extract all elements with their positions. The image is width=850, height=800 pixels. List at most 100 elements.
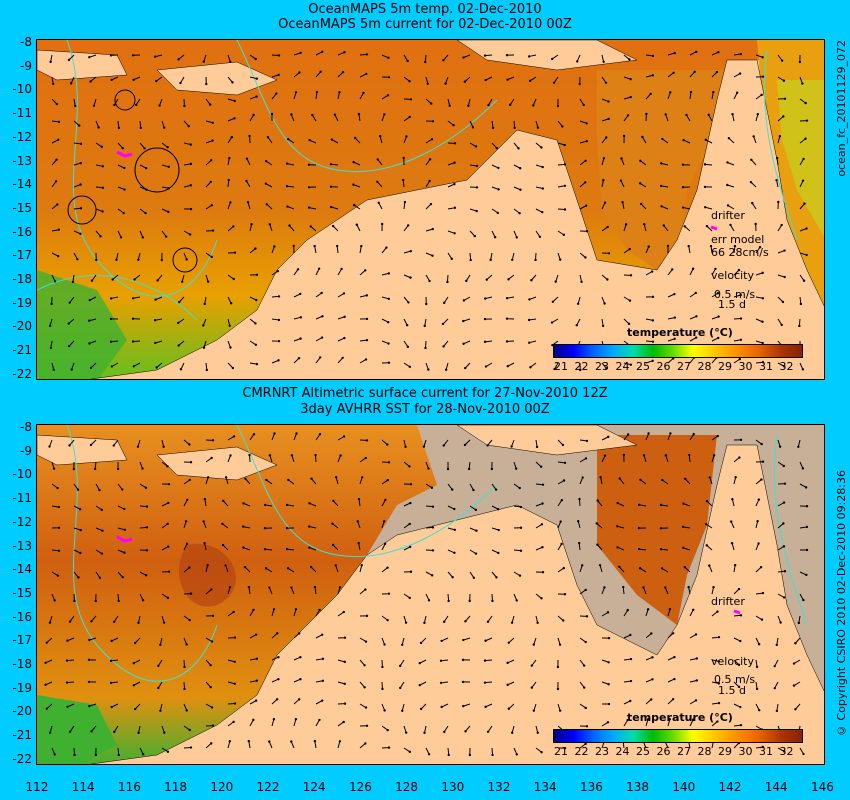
current-vector-head (352, 203, 356, 207)
current-vector-head (801, 82, 804, 85)
current-vector-head (688, 453, 691, 457)
bottom-y-tick-label: -13 (12, 538, 32, 553)
current-vector-head (94, 599, 97, 603)
current-vector-head (320, 633, 324, 636)
current-vector-head (760, 442, 763, 446)
current-vector-head (166, 522, 169, 526)
current-vector-head (505, 53, 509, 57)
current-vector-head (467, 467, 471, 471)
current-vector-head (145, 526, 149, 529)
current-vector-head (156, 279, 159, 282)
current-vector-head (427, 368, 430, 371)
current-vector-head (87, 680, 91, 684)
current-vector-head (290, 740, 293, 743)
current-vector-head (425, 302, 428, 306)
current-vector-head (505, 340, 509, 343)
current-vector-head (471, 126, 475, 129)
x-tick-label: 116 (117, 780, 141, 794)
colorbar-tick-label: 26 (656, 745, 671, 758)
current-vector-head (203, 541, 206, 545)
current-vector-head (189, 746, 193, 749)
current-vector-head (551, 300, 555, 303)
current-vector-head (659, 503, 663, 507)
current-vector-head (486, 444, 489, 447)
current-vector-head (290, 586, 293, 589)
current-vector-head (491, 753, 494, 757)
current-vector-head (76, 488, 80, 491)
current-vector-head (483, 659, 487, 662)
colorbar-tick-label: 30 (738, 360, 753, 373)
current-vector-head (618, 565, 621, 569)
current-vector-head (54, 180, 58, 183)
current-vector-head (79, 207, 83, 210)
current-vector-head (318, 433, 322, 436)
current-vector-head (383, 113, 386, 116)
current-vector-head (117, 126, 121, 130)
current-vector-head (463, 80, 467, 83)
current-vector-head (716, 292, 720, 295)
current-vector-head (57, 549, 61, 553)
current-vector-head (780, 223, 783, 227)
current-vector-head (309, 565, 313, 569)
current-vector-head (90, 279, 94, 282)
current-vector-head (651, 74, 654, 77)
current-vector-head (603, 302, 606, 305)
current-vector-head (177, 344, 180, 347)
current-vector-head (419, 707, 423, 711)
current-vector-head (491, 126, 495, 130)
current-vector-head (338, 740, 342, 743)
current-vector-head (299, 656, 302, 659)
current-vector-head (160, 258, 164, 262)
current-vector-head (443, 301, 446, 305)
current-vector-head (133, 641, 137, 645)
current-vector-head (321, 315, 324, 318)
current-vector-head (541, 187, 545, 190)
current-vector-head (250, 222, 253, 226)
current-vector-head (578, 497, 581, 501)
current-vector-head (738, 72, 742, 75)
current-vector-head (431, 227, 434, 231)
current-vector-head (506, 661, 509, 665)
current-vector-head (527, 318, 531, 322)
current-vector-head (277, 339, 281, 343)
current-vector-head (662, 224, 665, 227)
current-vector-head (424, 346, 427, 350)
current-vector-head (779, 621, 782, 624)
current-vector-head (730, 542, 734, 545)
current-vector-head (464, 366, 467, 370)
current-vector-head (88, 56, 91, 59)
current-vector-head (386, 566, 389, 569)
current-vector-head (245, 179, 248, 183)
current-vector-head (519, 526, 523, 529)
current-vector-head (233, 117, 236, 120)
current-vector-head (651, 656, 654, 659)
current-vector-head (694, 336, 698, 339)
current-vector-head (189, 592, 193, 595)
top-title-line2: OceanMAPS 5m current for 02-Dec-2010 00Z (278, 17, 572, 32)
current-vector-head (263, 503, 267, 507)
current-vector-head (563, 746, 567, 750)
current-vector-head (357, 497, 361, 501)
colorbar-tick-label: 23 (595, 745, 609, 758)
current-vector-head (660, 567, 664, 570)
current-vector-head (297, 698, 301, 701)
current-vector-head (167, 501, 170, 505)
current-vector-head (541, 502, 544, 505)
current-vector-head (210, 742, 213, 745)
top-island-timor (156, 61, 278, 96)
current-vector-head (518, 574, 522, 577)
current-vector-head (581, 564, 584, 567)
current-vector-head (76, 257, 79, 261)
current-vector-head (52, 368, 55, 371)
current-vector-head (97, 126, 100, 129)
current-vector-head (758, 709, 761, 712)
current-vector-head (452, 124, 455, 127)
current-vector-head (365, 338, 369, 342)
current-vector-head (629, 633, 632, 637)
current-vector-head (78, 508, 82, 511)
current-vector-head (232, 720, 235, 724)
current-vector-head (647, 432, 650, 435)
current-vector-head (233, 251, 237, 254)
current-vector-head (384, 498, 387, 502)
current-vector-head (48, 324, 52, 327)
